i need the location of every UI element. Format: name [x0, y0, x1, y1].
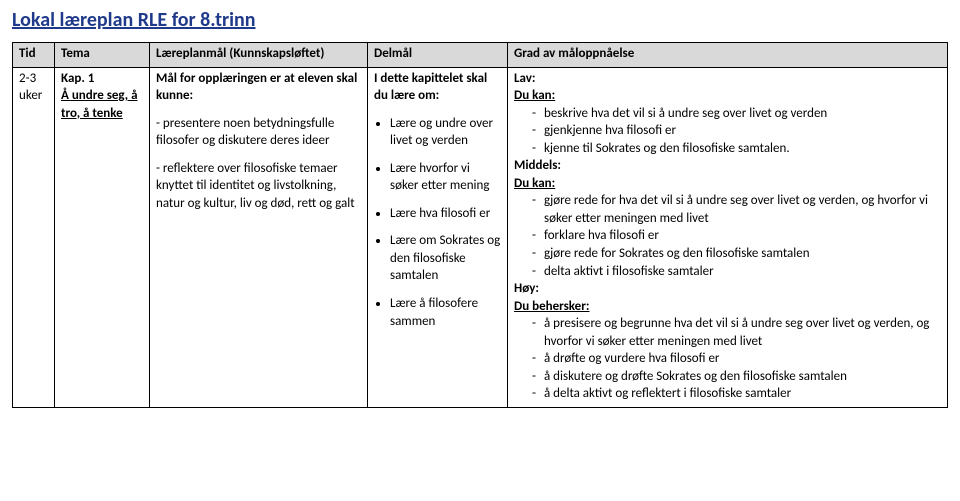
cell-tid: 2-3 uker — [13, 67, 55, 407]
list-item: gjenkjenne hva filosofi er — [532, 122, 941, 140]
header-tema: Tema — [55, 43, 150, 68]
list-item: å delta aktivt og reflektert i filosofis… — [532, 385, 941, 403]
dubehersker-label: Du behersker: — [514, 298, 941, 316]
mal-intro: Mål for opplæringen er at eleven skal ku… — [156, 70, 361, 105]
list-item: Lære hvorfor vi søker etter mening — [390, 160, 501, 195]
mal-p2: - reflektere over filosofiske temaer kny… — [156, 160, 361, 213]
dukan-label-2: Du kan: — [514, 175, 941, 193]
hoy-label: Høy: — [514, 280, 941, 298]
header-grad: Grad av måloppnåelse — [508, 43, 948, 68]
list-item: forklare hva filosofi er — [532, 227, 941, 245]
tema-title: Å undre seg, å tro, å tenke — [61, 88, 138, 121]
cell-grad: Lav: Du kan: beskrive hva det vil si å u… — [508, 67, 948, 407]
list-item: beskrive hva det vil si å undre seg over… — [532, 105, 941, 123]
list-item: Lære hva filosofi er — [390, 205, 501, 223]
cell-del: I dette kapittelet skal du lære om: Lære… — [368, 67, 508, 407]
list-item: Lære om Sokrates og den filosofiske samt… — [390, 232, 501, 285]
list-item: delta aktivt i filosofiske samtaler — [532, 263, 941, 281]
hoy-list: å presisere og begrunne hva det vil si å… — [514, 315, 941, 403]
header-tid: Tid — [13, 43, 55, 68]
header-del: Delmål — [368, 43, 508, 68]
list-item: å presisere og begrunne hva det vil si å… — [532, 315, 941, 350]
dukan-label-1: Du kan: — [514, 87, 941, 105]
list-item: Lære og undre over livet og verden — [390, 115, 501, 150]
tema-kap: Kap. 1 — [61, 71, 94, 86]
list-item: å diskutere og drøfte Sokrates og den fi… — [532, 368, 941, 386]
del-list: Lære og undre over livet og verden Lære … — [374, 115, 501, 330]
list-item: Lære å filosofere sammen — [390, 295, 501, 330]
header-row: Tid Tema Læreplanmål (Kunnskapsløftet) D… — [13, 43, 948, 68]
page-title: Lokal læreplan RLE for 8.trinn — [12, 8, 948, 32]
lav-label: Lav: — [514, 70, 941, 88]
list-item: kjenne til Sokrates og den filosofiske s… — [532, 140, 941, 158]
cell-mal: Mål for opplæringen er at eleven skal ku… — [150, 67, 368, 407]
list-item: gjøre rede for hva det vil si å undre se… — [532, 192, 941, 227]
middels-label: Middels: — [514, 157, 941, 175]
cell-tema: Kap. 1 Å undre seg, å tro, å tenke — [55, 67, 150, 407]
list-item: gjøre rede for Sokrates og den filosofis… — [532, 245, 941, 263]
lav-list: beskrive hva det vil si å undre seg over… — [514, 105, 941, 158]
mal-p1: - presentere noen betydningsfulle filoso… — [156, 115, 361, 150]
list-item: å drøfte og vurdere hva filosofi er — [532, 350, 941, 368]
table-row: 2-3 uker Kap. 1 Å undre seg, å tro, å te… — [13, 67, 948, 407]
header-mal: Læreplanmål (Kunnskapsløftet) — [150, 43, 368, 68]
mid-list: gjøre rede for hva det vil si å undre se… — [514, 192, 941, 280]
del-intro: I dette kapittelet skal du lære om: — [374, 70, 501, 105]
curriculum-table: Tid Tema Læreplanmål (Kunnskapsløftet) D… — [12, 42, 948, 408]
